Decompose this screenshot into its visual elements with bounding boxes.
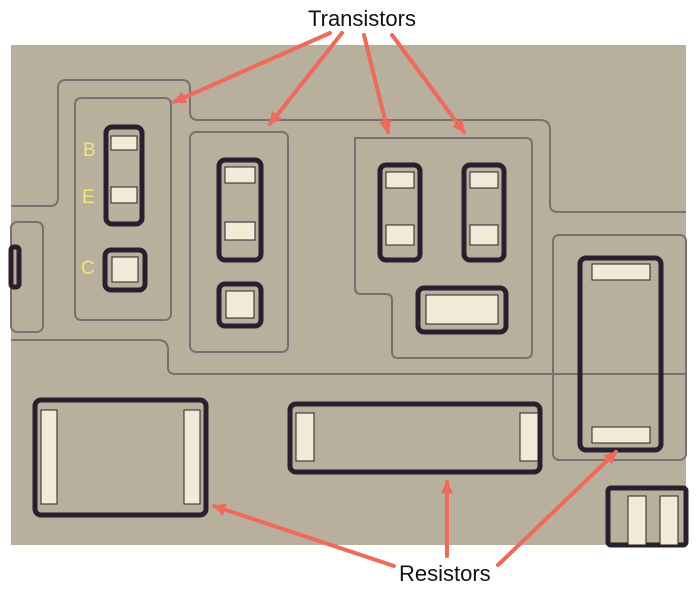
- resistor-2: [287, 401, 543, 475]
- transistor-4: [461, 162, 507, 263]
- arrow-to-transistor-3: [362, 33, 392, 134]
- base-terminal-label: B: [83, 140, 96, 161]
- emitter-contact: [110, 186, 138, 204]
- resistor-3: [577, 255, 664, 453]
- resistor-1: [32, 397, 209, 518]
- transistor-2: [216, 157, 264, 329]
- transistor-arrows: [172, 31, 466, 134]
- transistors-label: Transistors: [308, 6, 416, 31]
- arrow-to-transistor-2: [268, 31, 344, 126]
- arrow-to-resistor-3: [496, 450, 618, 567]
- emitter-terminal-label: E: [82, 187, 95, 208]
- transistor-1: [102, 124, 148, 293]
- resistors-label: Resistors: [399, 561, 491, 586]
- base-contact: [110, 135, 138, 151]
- partial-structures: [8, 244, 689, 548]
- collector-terminal-label: C: [81, 258, 95, 279]
- arrow-to-resistor-1: [212, 503, 396, 568]
- resistor-arrows: [212, 450, 618, 568]
- transistor-3: [377, 162, 423, 263]
- shared-collector: [415, 285, 509, 335]
- collector-contact: [111, 256, 139, 283]
- arrow-to-transistor-1: [172, 31, 332, 104]
- arrow-to-transistor-4: [390, 33, 466, 134]
